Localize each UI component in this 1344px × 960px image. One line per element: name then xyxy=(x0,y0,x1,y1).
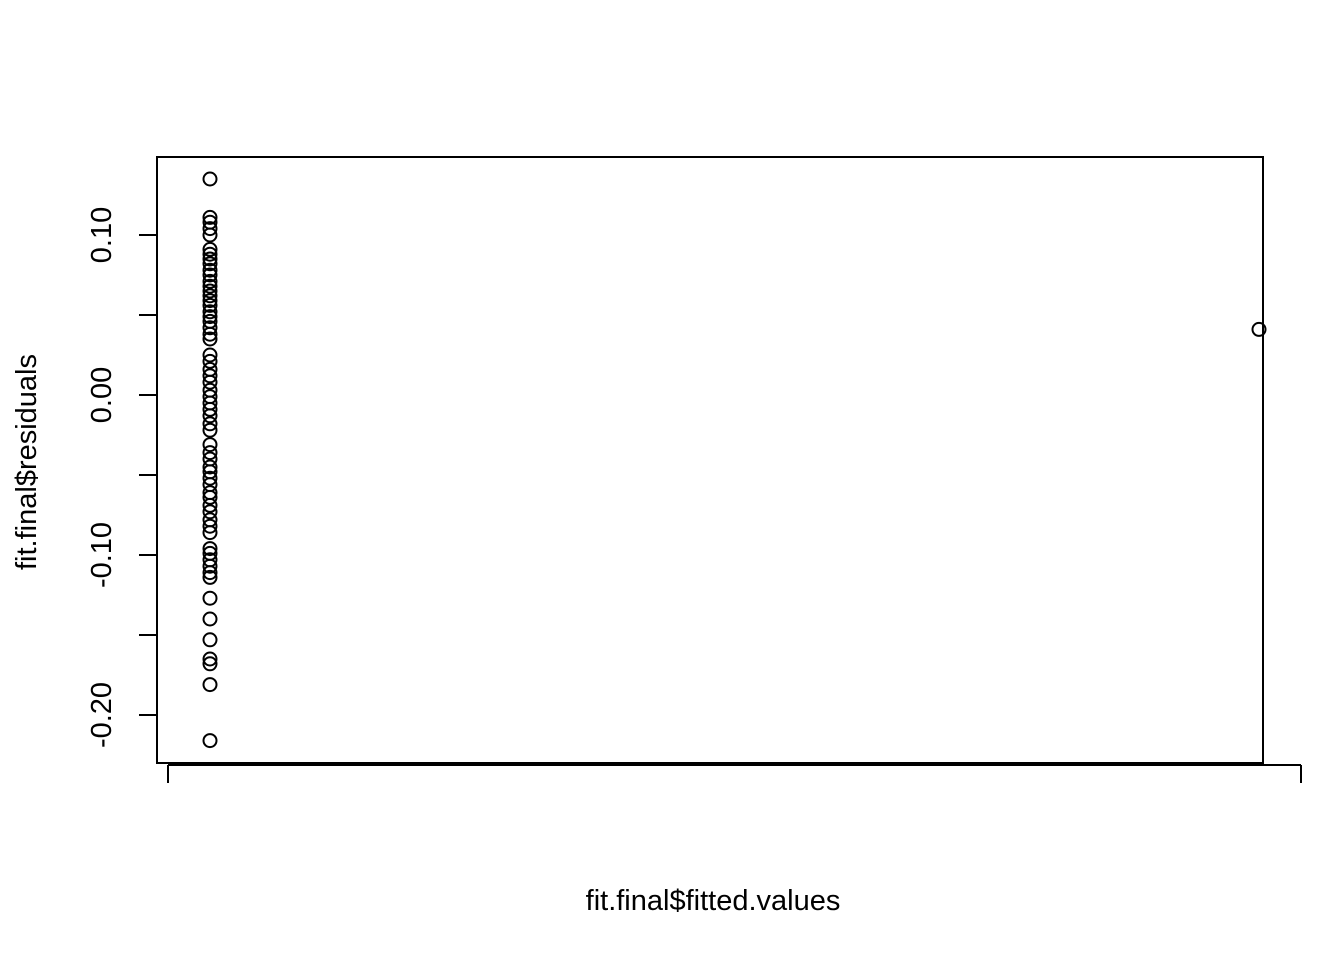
data-point xyxy=(202,246,218,262)
data-point xyxy=(202,437,218,453)
data-point xyxy=(202,656,218,672)
data-point xyxy=(202,347,218,363)
y-tick-label: -0.20 xyxy=(86,682,118,748)
data-point xyxy=(202,558,218,574)
y-axis-label: fit.final$residuals xyxy=(11,354,43,570)
data-point xyxy=(202,611,218,627)
data-point xyxy=(202,416,218,432)
data-point xyxy=(202,733,218,749)
data-point xyxy=(202,374,218,390)
data-point xyxy=(202,525,218,541)
plot-frame xyxy=(156,156,1264,764)
data-point xyxy=(202,368,218,384)
data-point xyxy=(202,251,218,267)
data-point-outlier xyxy=(1251,321,1267,337)
data-point xyxy=(202,267,218,283)
data-point xyxy=(202,309,218,325)
data-points xyxy=(202,171,1267,749)
data-point xyxy=(202,256,218,272)
data-point xyxy=(202,677,218,693)
y-axis: -0.20 -0.10 0.00 0.10 xyxy=(86,207,158,748)
data-point xyxy=(202,273,218,289)
data-point xyxy=(202,565,218,581)
data-point xyxy=(202,171,218,187)
data-point xyxy=(202,320,218,336)
data-point xyxy=(202,288,218,304)
x-axis-label: fit.final$fitted.values xyxy=(586,885,841,917)
y-tick-label: -0.10 xyxy=(86,522,118,588)
data-point xyxy=(202,297,218,313)
data-point xyxy=(202,489,218,505)
data-point xyxy=(202,283,218,299)
x-axis xyxy=(167,764,1302,783)
data-point xyxy=(202,209,218,225)
data-point xyxy=(202,353,218,369)
data-point xyxy=(202,504,218,520)
data-point xyxy=(202,227,218,243)
data-point xyxy=(202,470,218,486)
data-point xyxy=(202,459,218,475)
y-tick-label: 0.00 xyxy=(86,367,118,423)
data-point xyxy=(202,262,218,278)
data-point xyxy=(202,278,218,294)
data-point xyxy=(202,590,218,606)
data-point xyxy=(202,241,218,257)
data-point xyxy=(202,632,218,648)
data-point xyxy=(202,221,218,237)
data-point xyxy=(202,569,218,585)
data-point xyxy=(202,293,218,309)
data-point xyxy=(202,445,218,461)
data-point xyxy=(202,304,218,320)
data-point xyxy=(202,331,218,347)
data-point xyxy=(202,326,218,342)
data-point xyxy=(202,497,218,513)
data-point xyxy=(202,401,218,417)
data-point xyxy=(202,422,218,438)
data-point xyxy=(202,518,218,534)
data-point xyxy=(202,651,218,667)
data-point xyxy=(202,541,218,557)
y-tick-label: 0.10 xyxy=(86,207,118,263)
data-point xyxy=(202,408,218,424)
